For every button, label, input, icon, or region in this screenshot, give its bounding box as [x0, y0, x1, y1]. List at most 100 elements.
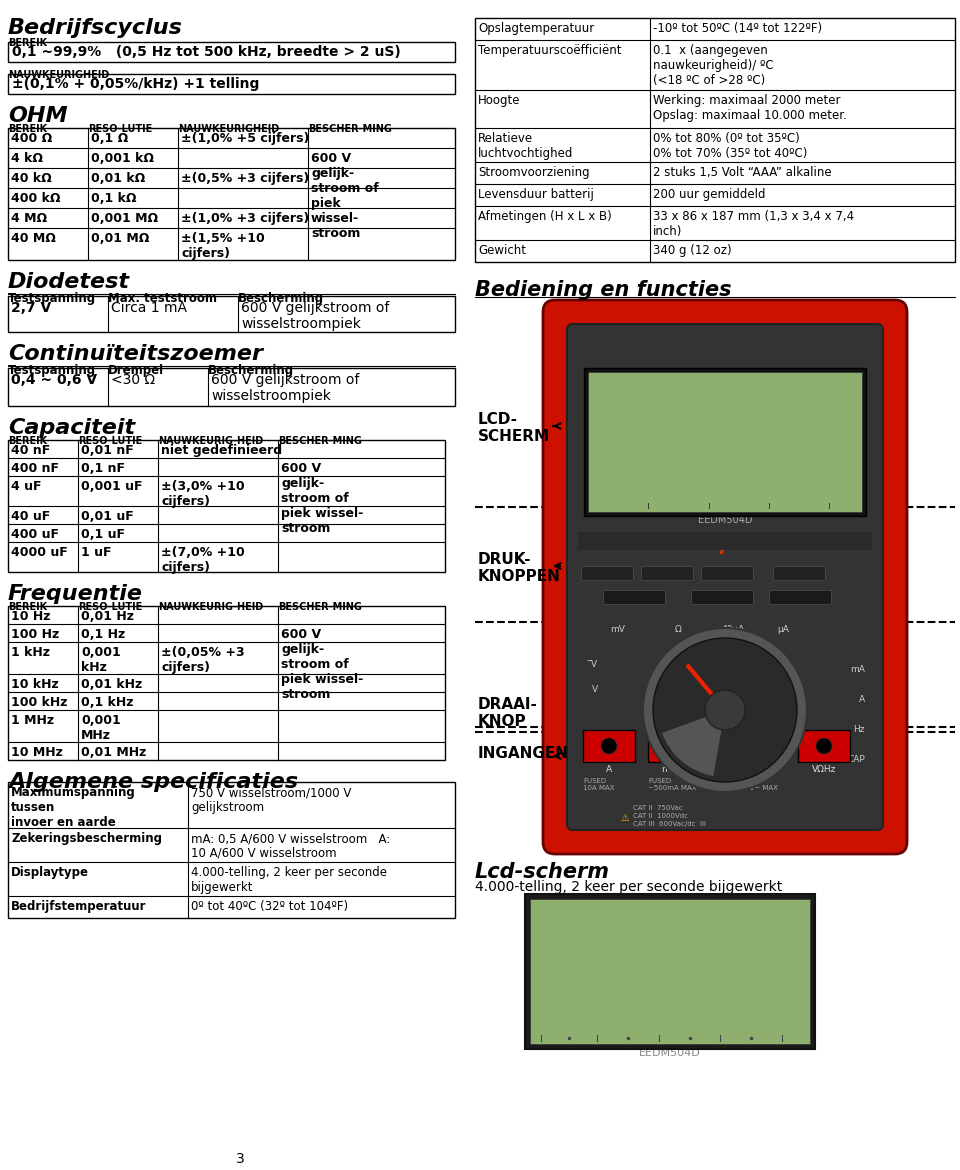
Text: DC: DC	[593, 390, 608, 400]
Circle shape	[643, 628, 807, 792]
Text: 600 V
gelijk-
stroom of
piek wissel-
stroom: 600 V gelijk- stroom of piek wissel- str…	[281, 628, 363, 701]
Text: BEREIK: BEREIK	[8, 124, 47, 135]
Text: 20: 20	[704, 494, 713, 500]
Text: COM: COM	[743, 765, 764, 775]
Text: Diodetest: Diodetest	[8, 271, 130, 292]
Text: 0,1 kHz: 0,1 kHz	[81, 696, 133, 709]
Text: 4 kΩ: 4 kΩ	[11, 152, 43, 165]
Text: 0,001 MΩ: 0,001 MΩ	[91, 212, 158, 225]
Text: 40: 40	[825, 494, 833, 500]
Text: ±(0,1% + 0,05%/kHz) +1 telling: ±(0,1% + 0,05%/kHz) +1 telling	[12, 77, 259, 91]
Text: CAP: CAP	[848, 755, 865, 764]
Text: 4 uF: 4 uF	[11, 480, 41, 493]
Text: ~750 V~ MAX: ~750 V~ MAX	[728, 785, 778, 791]
Text: A: A	[606, 765, 612, 775]
Text: V: V	[845, 394, 854, 408]
Text: 40μA: 40μA	[721, 625, 745, 634]
Text: 0º tot 40ºC (32º tot 104ºF): 0º tot 40ºC (32º tot 104ºF)	[191, 900, 348, 913]
Text: 4000 uF: 4000 uF	[11, 546, 68, 559]
Text: RESO-LUTIE: RESO-LUTIE	[78, 603, 142, 612]
Text: mA: mA	[851, 665, 865, 674]
Text: 504: 504	[680, 400, 790, 452]
Text: 10A MAX: 10A MAX	[583, 785, 614, 791]
Text: 600 V
gelijk-
stroom of
piek wissel-
stroom: 600 V gelijk- stroom of piek wissel- str…	[281, 462, 363, 535]
Text: A: A	[859, 695, 865, 704]
Text: BESCHER-MING: BESCHER-MING	[278, 436, 362, 446]
Text: Stroomvoorziening: Stroomvoorziening	[478, 166, 589, 179]
Text: Relatieve
luchtvochtighed: Relatieve luchtvochtighed	[478, 132, 573, 160]
Text: CAT II  750Vac: CAT II 750Vac	[633, 805, 683, 811]
FancyBboxPatch shape	[567, 324, 883, 830]
Bar	[603, 590, 665, 604]
Text: ♦/++: ♦/++	[710, 592, 734, 601]
Text: 0,001 uF: 0,001 uF	[81, 480, 142, 493]
Text: mV: mV	[611, 625, 625, 634]
Text: Bediening en functies: Bediening en functies	[475, 280, 732, 300]
Text: RESO-LUTIE: RESO-LUTIE	[88, 124, 153, 135]
Text: 750 V wisselstroom/1000 V
gelijkstroom: 750 V wisselstroom/1000 V gelijkstroom	[191, 786, 351, 814]
Text: 1 uF: 1 uF	[81, 546, 111, 559]
Circle shape	[653, 638, 797, 782]
Text: EEDM504D: EEDM504D	[639, 1048, 701, 1058]
Text: ±(1,0% +5 cijfers): ±(1,0% +5 cijfers)	[181, 132, 309, 145]
Text: AUTO - RANGING: AUTO - RANGING	[629, 904, 711, 914]
Text: 100 Hz: 100 Hz	[11, 628, 60, 641]
Bar	[8, 296, 455, 332]
Text: mAμA: mAμA	[660, 765, 687, 775]
Text: ±(1,0% +3 cijfers): ±(1,0% +3 cijfers)	[181, 212, 309, 225]
Text: 30: 30	[764, 494, 774, 500]
Text: ±(1,5% +10
cijfers): ±(1,5% +10 cijfers)	[181, 232, 265, 260]
Text: FUSED: FUSED	[648, 778, 671, 784]
Text: 0,1 kΩ: 0,1 kΩ	[91, 192, 136, 205]
Text: niet gedefinieerd: niet gedefinieerd	[161, 443, 282, 457]
Text: 504: 504	[621, 924, 749, 983]
Text: 0,001
MHz: 0,001 MHz	[81, 714, 121, 742]
Wedge shape	[662, 710, 725, 776]
Text: NAUWKEURIGHEID: NAUWKEURIGHEID	[178, 124, 279, 135]
Text: ±(0,5% +3 cijfers): ±(0,5% +3 cijfers)	[181, 172, 309, 185]
Text: 20: 20	[654, 1025, 664, 1034]
Text: 40 nF: 40 nF	[11, 443, 50, 457]
Text: 200 uur gemiddeld: 200 uur gemiddeld	[653, 188, 765, 201]
Text: AUTO
APO: AUTO APO	[593, 402, 614, 421]
Text: BESCHER-MING: BESCHER-MING	[308, 124, 392, 135]
Text: 3: 3	[235, 1152, 245, 1166]
Text: ⚠: ⚠	[621, 813, 630, 823]
Text: 0,01 kHz: 0,01 kHz	[81, 677, 142, 691]
Text: DRAAI-
KNOP: DRAAI- KNOP	[478, 697, 538, 729]
Text: 1k V═ MAX: 1k V═ MAX	[728, 778, 766, 784]
Text: EEDM504D: EEDM504D	[698, 515, 753, 525]
Bar	[8, 782, 455, 918]
Bar	[581, 566, 633, 580]
Bar	[8, 440, 445, 572]
Text: 2 stuks 1,5 Volt “AAA” alkaline: 2 stuks 1,5 Volt “AAA” alkaline	[653, 166, 831, 179]
Text: OHM: OHM	[8, 106, 67, 126]
Bar	[584, 369, 866, 516]
Text: Bescherming: Bescherming	[208, 364, 294, 377]
Text: Frequentie: Frequentie	[8, 584, 143, 604]
Text: 0% tot 80% (0º tot 35ºC)
0% tot 70% (35º tot 40ºC): 0% tot 80% (0º tot 35ºC) 0% tot 70% (35º…	[653, 132, 807, 160]
Text: Max. teststroom: Max. teststroom	[108, 292, 217, 305]
Text: mA: 0,5 A/600 V wisselstroom   A:
10 A/600 V wisselstroom: mA: 0,5 A/600 V wisselstroom A: 10 A/600…	[191, 832, 391, 860]
Bar	[8, 42, 455, 62]
Text: Zekeringsbescherming: Zekeringsbescherming	[11, 832, 162, 845]
Bar	[583, 730, 635, 762]
Text: NAUWKEURIG-HEID: NAUWKEURIG-HEID	[158, 603, 263, 612]
Bar	[8, 74, 455, 94]
Text: Werking: maximaal 2000 meter
Opslag: maximaal 10.000 meter.: Werking: maximaal 2000 meter Opslag: max…	[653, 94, 847, 122]
Text: OFF: OFF	[671, 702, 689, 710]
Text: 0,4 ~ 0,6 V: 0,4 ~ 0,6 V	[11, 373, 97, 387]
Text: ±(0,05% +3
cijfers): ±(0,05% +3 cijfers)	[161, 646, 245, 674]
Text: Maximumspanning
tussen
invoer en aarde: Maximumspanning tussen invoer en aarde	[11, 786, 135, 830]
Circle shape	[601, 738, 617, 753]
Text: 400 Ω: 400 Ω	[11, 132, 52, 145]
Text: 0,01 nF: 0,01 nF	[81, 443, 133, 457]
Text: Testspanning: Testspanning	[8, 292, 96, 305]
Text: CAT III  600Vac/dc  III: CAT III 600Vac/dc III	[633, 821, 706, 827]
Text: DRUK-
KNOPPEN: DRUK- KNOPPEN	[478, 552, 561, 584]
Text: VΩHz: VΩHz	[812, 765, 836, 775]
Bar	[588, 372, 862, 512]
Text: AUTO
APO: AUTO APO	[538, 932, 563, 952]
Bar	[475, 18, 955, 262]
Text: 33 x 86 x 187 mm (1,3 x 3,4 x 7,4
inch): 33 x 86 x 187 mm (1,3 x 3,4 x 7,4 inch)	[653, 209, 854, 238]
